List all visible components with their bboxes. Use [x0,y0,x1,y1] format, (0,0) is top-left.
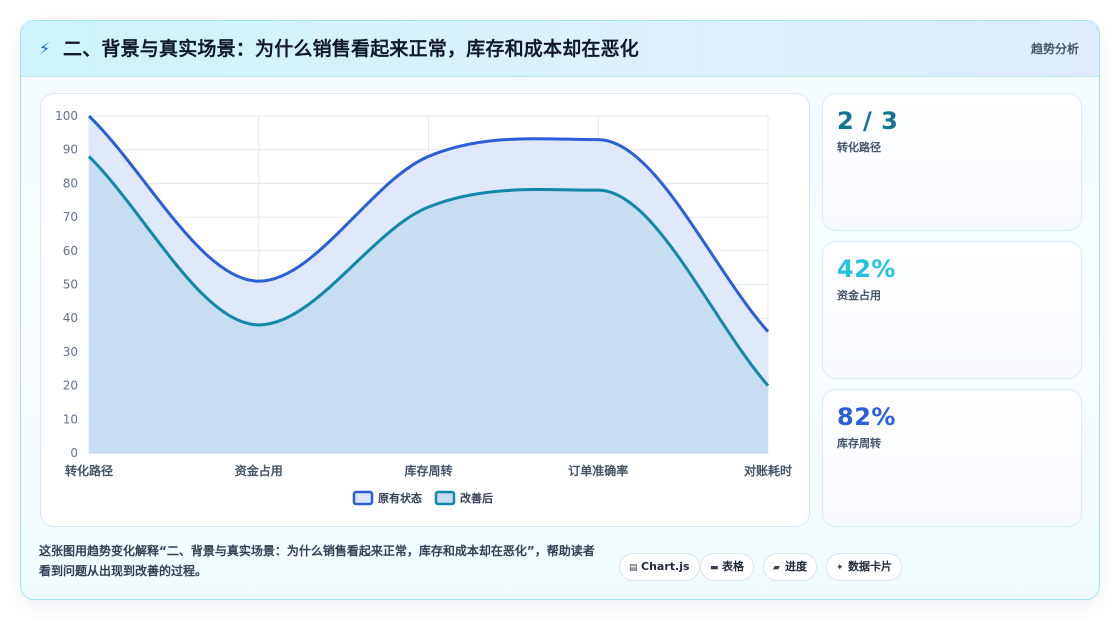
table-icon: ▬ [710,563,719,573]
card-header: ⚡ 二、背景与真实场景：为什么销售看起来正常，库存和成本却在恶化 趋势分析 [21,21,1099,77]
y-tick-label: 50 [63,278,78,292]
stat-value: 42% [837,255,896,283]
series-line-1 [87,114,770,333]
sparkle-icon: ✦ [836,563,844,573]
y-tick-label: 60 [63,244,78,258]
lightning-icon: ⚡ [39,39,51,58]
stat-value: 82% [837,403,896,431]
stat-label: 资金占用 [837,289,881,302]
y-tick-label: 100 [55,109,78,123]
chart-panel: 0 10 20 30 40 50 60 70 80 90 100 转化路径 资金占用 库存周转 订单准确率 对… [40,93,810,527]
stat-card-2: 42% 资金占用 [822,241,1082,379]
chip-label: 进度 [785,560,807,573]
chip-label: 数据卡片 [848,560,892,573]
chip-label: 表格 [722,560,744,573]
chip-progress[interactable]: ▰ 进度 [763,553,817,581]
stat-label: 库存周转 [837,437,881,450]
series-line-2 [87,155,770,387]
stat-card-3: 82% 库存周转 [822,389,1082,527]
chart-icon: ▤ [629,563,638,573]
legend-swatch-1 [352,490,374,506]
series-area-2 [89,156,768,453]
legend-swatch-2 [434,490,456,506]
y-tick-label: 30 [63,345,78,359]
chip-label: Chart.js [641,560,690,573]
x-tick-label: 转化路径 [65,463,113,478]
y-tick-label: 70 [63,210,78,224]
y-tick-label: 10 [63,412,78,426]
stat-value: 2 / 3 [837,107,899,135]
progress-icon: ▰ [773,563,780,573]
legend-label: 改善后 [460,491,493,505]
chip-table[interactable]: ▬ 表格 [700,553,754,581]
y-tick-label: 20 [63,379,78,393]
line-chart: 0 10 20 30 40 50 60 70 80 90 100 转化路径 资金占用 库存周转 订单准确率 对… [55,109,792,506]
x-tick-label: 库存周转 [404,463,452,478]
y-tick-label: 90 [63,143,78,157]
trend-tag: 趋势分析 [1030,42,1079,56]
y-tick-label: 80 [63,176,78,190]
x-tick-label: 资金占用 [235,463,283,478]
x-tick-label: 订单准确率 [568,463,628,478]
legend-label: 原有状态 [378,491,422,505]
card-title: 二、背景与真实场景：为什么销售看起来正常，库存和成本却在恶化 [63,38,640,60]
x-tick-label: 对账耗时 [744,463,792,478]
chart-description: 这张图用趋势变化解释“二、背景与真实场景：为什么销售看起来正常，库存和成本却在恶… [39,544,595,578]
chip-data-card[interactable]: ✦ 数据卡片 [826,553,902,581]
y-tick-label: 0 [70,446,78,460]
stat-card-1: 2 / 3 转化路径 [822,93,1082,231]
chip-chartjs[interactable]: ▤ Chart.js [619,553,700,581]
y-tick-label: 40 [63,311,78,325]
stat-label: 转化路径 [837,141,881,154]
chart-card: ⚡ 二、背景与真实场景：为什么销售看起来正常，库存和成本却在恶化 趋势分析 0 1… [20,20,1100,600]
